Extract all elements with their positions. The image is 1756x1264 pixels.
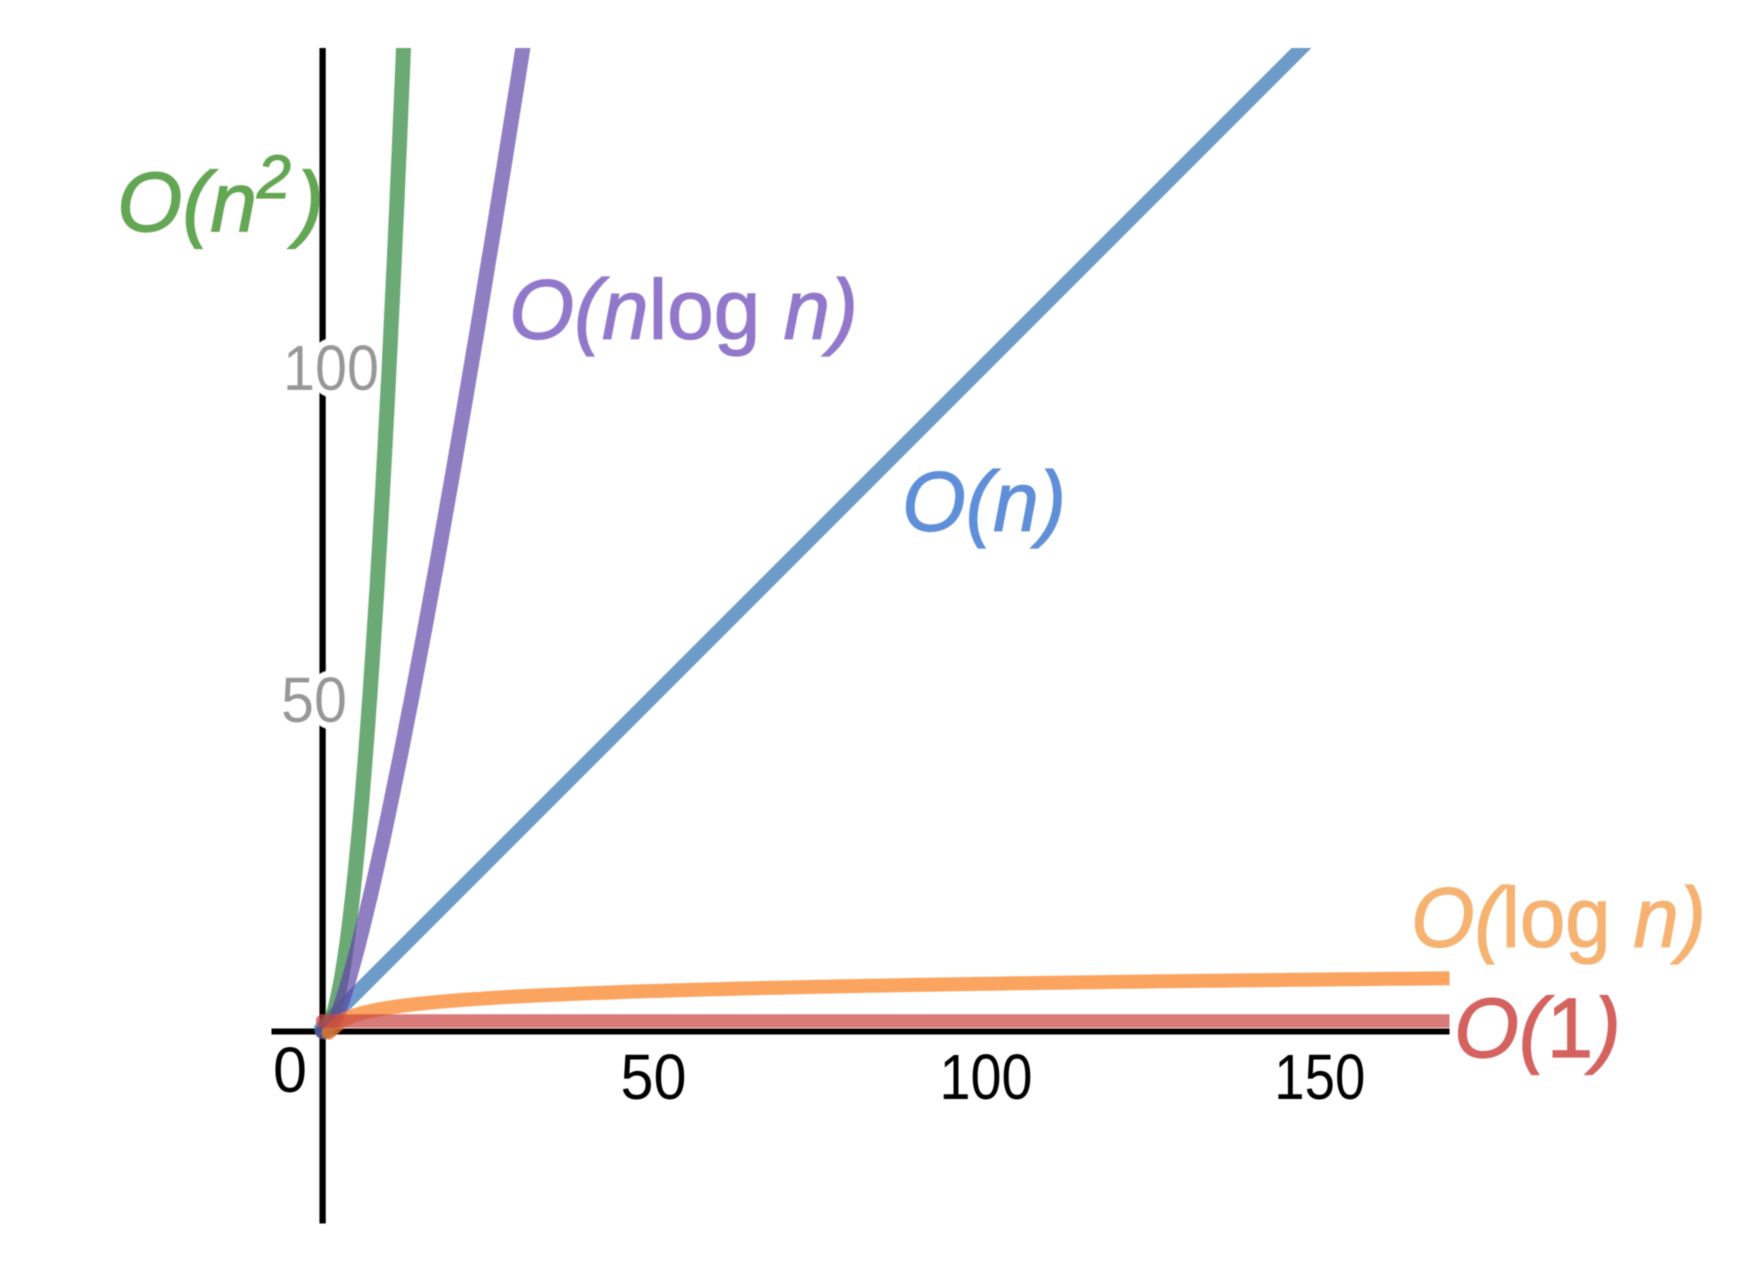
svg-text:50: 50 xyxy=(621,1041,687,1113)
svg-text:150: 150 xyxy=(1274,1041,1365,1113)
svg-text:0: 0 xyxy=(273,1034,307,1106)
svg-text:50: 50 xyxy=(281,664,347,736)
svg-text:100: 100 xyxy=(283,332,379,404)
svg-text:O(1): O(1) xyxy=(1454,981,1621,1075)
svg-text:O(log n): O(log n) xyxy=(1411,870,1706,964)
svg-text:O(nlog n): O(nlog n) xyxy=(509,263,858,357)
svg-text:100: 100 xyxy=(940,1041,1033,1113)
svg-text:O(n2): O(n2) xyxy=(117,143,324,249)
svg-text:O(n): O(n) xyxy=(902,455,1066,549)
